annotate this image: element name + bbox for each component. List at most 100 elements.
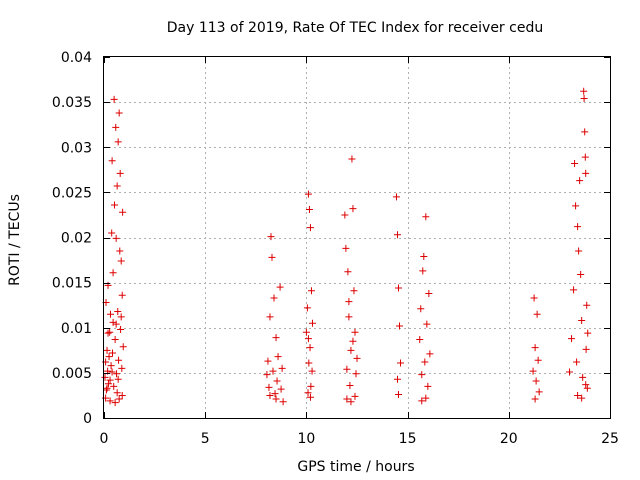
y-tick-label: 0.04 bbox=[61, 50, 92, 66]
data-point bbox=[352, 370, 360, 378]
data-point bbox=[351, 328, 359, 336]
y-tick-label: 0 bbox=[83, 411, 92, 427]
data-point bbox=[347, 398, 355, 406]
data-point bbox=[114, 138, 122, 146]
data-point bbox=[110, 95, 118, 103]
data-point bbox=[102, 386, 110, 394]
data-point bbox=[273, 377, 281, 385]
data-point bbox=[580, 95, 588, 103]
data-point bbox=[304, 335, 312, 343]
data-point bbox=[348, 155, 356, 163]
data-point bbox=[394, 284, 402, 292]
data-point bbox=[530, 294, 538, 302]
data-point bbox=[106, 328, 114, 336]
data-point bbox=[583, 384, 591, 392]
data-point bbox=[108, 229, 116, 237]
data-point bbox=[114, 375, 122, 383]
data-point bbox=[531, 344, 539, 352]
data-point bbox=[267, 233, 275, 241]
y-tick-label: 0.01 bbox=[61, 321, 92, 337]
data-point bbox=[345, 298, 353, 306]
data-point bbox=[111, 201, 119, 209]
data-point bbox=[582, 381, 590, 389]
data-point bbox=[572, 202, 580, 210]
data-point bbox=[573, 358, 581, 366]
data-point bbox=[106, 376, 114, 384]
data-point bbox=[277, 385, 285, 393]
y-tick-label: 0.02 bbox=[61, 231, 92, 247]
data-point bbox=[306, 393, 314, 401]
data-point bbox=[306, 344, 314, 352]
data-point bbox=[306, 224, 314, 232]
data-point bbox=[108, 368, 116, 376]
data-point bbox=[113, 370, 121, 378]
data-point bbox=[305, 206, 313, 214]
data-point bbox=[114, 308, 122, 316]
data-point bbox=[106, 397, 114, 405]
data-point bbox=[533, 310, 541, 318]
data-point bbox=[103, 384, 111, 392]
data-point bbox=[103, 346, 111, 354]
data-point bbox=[349, 205, 357, 213]
data-point bbox=[424, 382, 432, 390]
data-point bbox=[118, 391, 126, 399]
data-point bbox=[265, 383, 273, 391]
data-point bbox=[112, 123, 120, 131]
data-point bbox=[534, 356, 542, 364]
data-points bbox=[101, 87, 592, 407]
chart-title: Day 113 of 2019, Rate Of TEC Index for r… bbox=[167, 20, 543, 36]
data-point bbox=[305, 359, 313, 367]
data-point bbox=[109, 318, 117, 326]
data-point bbox=[109, 269, 117, 277]
data-point bbox=[342, 244, 350, 252]
data-point bbox=[422, 213, 430, 221]
data-point bbox=[119, 208, 127, 216]
plot-frame bbox=[103, 56, 611, 419]
data-point bbox=[116, 247, 124, 255]
data-point bbox=[584, 329, 592, 337]
data-point bbox=[417, 305, 425, 313]
data-point bbox=[266, 313, 274, 321]
data-point bbox=[574, 223, 582, 231]
data-point bbox=[568, 335, 576, 343]
data-point bbox=[116, 169, 124, 177]
data-point bbox=[276, 283, 284, 291]
data-point bbox=[392, 193, 400, 201]
data-point bbox=[350, 287, 358, 295]
data-point bbox=[571, 159, 579, 167]
data-point bbox=[104, 329, 112, 337]
data-point bbox=[426, 350, 434, 358]
data-point bbox=[308, 319, 316, 327]
data-point bbox=[104, 380, 112, 388]
grid bbox=[104, 57, 610, 418]
data-point bbox=[112, 234, 120, 242]
data-point bbox=[347, 346, 355, 354]
data-point bbox=[268, 253, 276, 261]
y-tick-label: 0.03 bbox=[61, 140, 92, 156]
data-point bbox=[421, 358, 429, 366]
x-tick-label: 10 bbox=[297, 431, 315, 447]
data-point bbox=[272, 395, 280, 403]
data-point bbox=[341, 211, 349, 219]
data-point bbox=[529, 367, 537, 375]
data-point bbox=[425, 289, 433, 297]
data-point bbox=[269, 367, 277, 375]
data-point bbox=[343, 365, 351, 373]
data-point bbox=[117, 326, 125, 334]
data-point bbox=[307, 382, 315, 390]
data-point bbox=[107, 362, 115, 370]
data-point bbox=[418, 371, 426, 379]
data-point bbox=[393, 231, 401, 239]
data-point bbox=[578, 394, 586, 402]
data-point bbox=[117, 257, 125, 265]
data-point bbox=[279, 398, 287, 406]
data-point bbox=[105, 353, 113, 361]
data-point bbox=[104, 281, 112, 289]
data-point bbox=[113, 182, 121, 190]
data-point bbox=[416, 335, 424, 343]
axes: 0 5 10 15 20 25 0 0.005 0.01 0.015 0.02 0.025 0.03 0.… bbox=[52, 50, 619, 447]
data-point bbox=[110, 382, 118, 390]
data-point bbox=[566, 368, 574, 376]
data-point bbox=[570, 286, 578, 294]
